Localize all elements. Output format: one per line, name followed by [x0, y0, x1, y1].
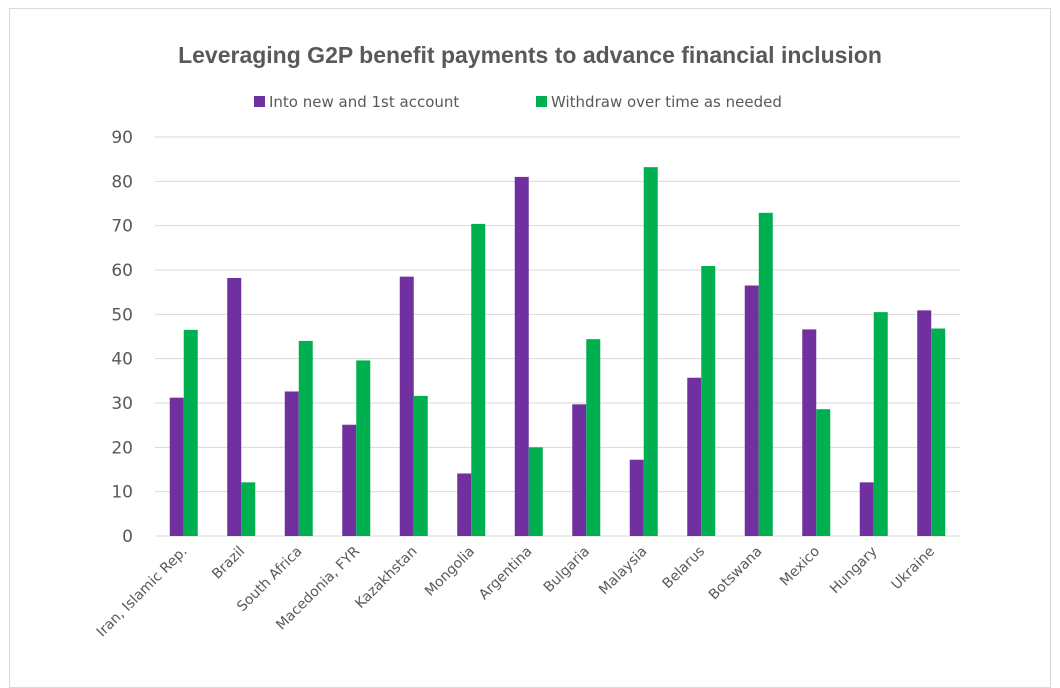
y-tick-label: 20	[111, 438, 133, 458]
chart-title: Leveraging G2P benefit payments to advan…	[178, 42, 882, 68]
y-tick-label: 30	[111, 394, 133, 414]
bar-withdraw-over-time	[816, 409, 831, 536]
bar-withdraw-over-time	[931, 328, 946, 536]
x-tick-label: Ukraine	[889, 544, 939, 594]
bar-into-new-account	[457, 473, 472, 536]
legend-label: Withdraw over time as needed	[551, 93, 782, 111]
bar-into-new-account	[399, 276, 414, 536]
legend-label: Into new and 1st account	[269, 93, 459, 111]
y-tick-label: 40	[111, 350, 133, 370]
bar-withdraw-over-time	[758, 212, 773, 536]
bar-into-new-account	[284, 391, 299, 536]
bar-withdraw-over-time	[528, 447, 543, 536]
bar-withdraw-over-time	[701, 266, 716, 536]
bar-into-new-account	[859, 482, 874, 536]
bars	[169, 167, 946, 537]
x-tick-label: Argentina	[476, 544, 536, 604]
bar-withdraw-over-time	[298, 340, 313, 536]
bar-withdraw-over-time	[586, 339, 601, 536]
x-tick-label: Belarus	[660, 544, 709, 593]
bar-into-new-account	[342, 424, 357, 536]
x-tick-label: Brazil	[209, 544, 248, 583]
x-tick-label: Mongolia	[422, 544, 478, 600]
x-tick-label: Iran, Islamic Rep.	[94, 544, 191, 641]
x-tick-label: Botswana	[706, 544, 766, 604]
bar-into-new-account	[629, 459, 644, 536]
x-tick-label: Hungary	[827, 544, 881, 598]
bar-withdraw-over-time	[183, 329, 198, 536]
legend-swatch	[536, 96, 547, 107]
bar-withdraw-over-time	[643, 167, 658, 536]
x-tick-label: Kazakhstan	[352, 544, 420, 612]
bar-into-new-account	[802, 329, 817, 536]
bar-withdraw-over-time	[241, 482, 256, 536]
bar-withdraw-over-time	[873, 312, 888, 536]
bar-withdraw-over-time	[471, 223, 486, 537]
bar-into-new-account	[687, 377, 702, 536]
y-tick-label: 70	[111, 217, 133, 237]
legend-swatch	[254, 96, 265, 107]
bar-into-new-account	[169, 397, 184, 536]
y-tick-label: 10	[111, 483, 133, 503]
y-axis: 0 10 20 30 40 50 60 70 80 90	[111, 128, 133, 547]
y-tick-label: 90	[111, 128, 133, 148]
y-tick-label: 60	[111, 261, 133, 281]
y-tick-label: 50	[111, 305, 133, 325]
bar-into-new-account	[514, 176, 529, 536]
bar-into-new-account	[744, 285, 759, 536]
bar-into-new-account	[572, 404, 587, 536]
x-tick-label: Bulgaria	[541, 544, 593, 596]
y-tick-label: 80	[111, 172, 133, 192]
y-tick-label: 0	[122, 527, 133, 547]
bar-withdraw-over-time	[413, 395, 428, 536]
x-tick-label: Malaysia	[596, 544, 651, 599]
bar-withdraw-over-time	[356, 360, 371, 536]
x-tick-label: Mexico	[777, 544, 823, 590]
bar-into-new-account	[917, 310, 932, 536]
bar-into-new-account	[227, 277, 242, 536]
gridlines	[155, 136, 960, 537]
chart-legend: Into new and 1st account Withdraw over ti…	[254, 93, 782, 111]
